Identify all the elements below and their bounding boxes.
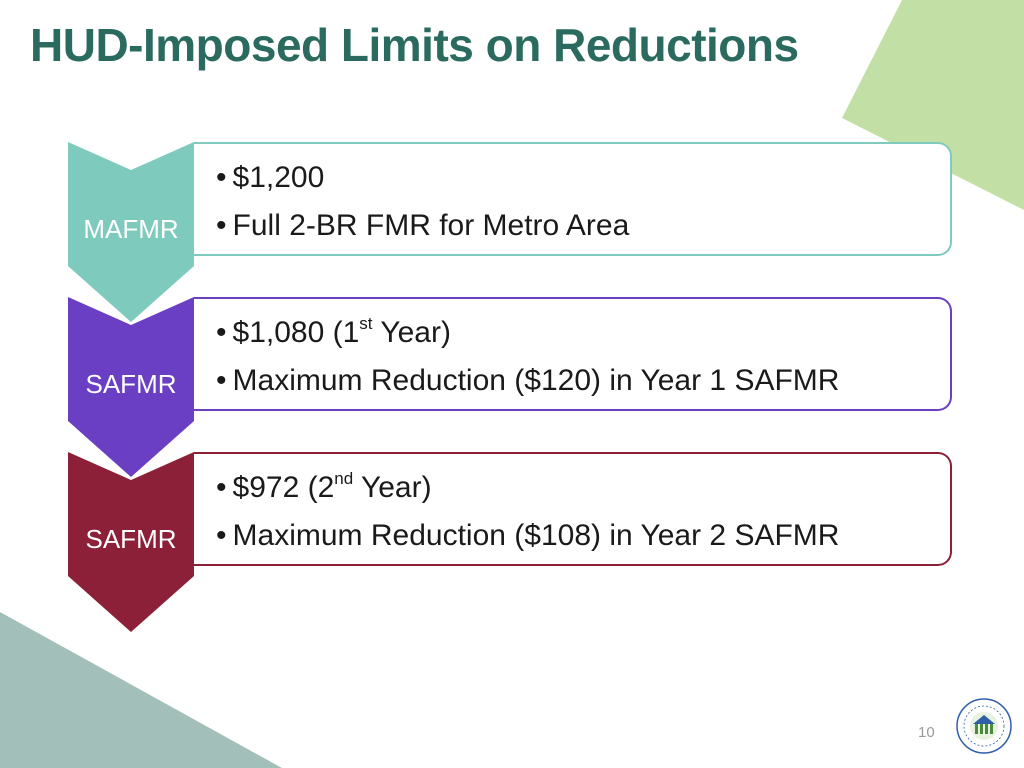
process-row-safmr-year1: SAFMR • $1,080 (1st Year) • Maximum Reduct… — [68, 297, 952, 479]
chevron-shape — [68, 297, 194, 477]
bullet-list: • $972 (2nd Year) • Maximum Reduction ($10… — [194, 454, 950, 560]
chevron-shape — [68, 452, 194, 632]
bullet-item: • $1,200 — [216, 161, 325, 194]
bullet-item: • Maximum Reduction ($108) in Year 2 SAFM… — [216, 519, 840, 552]
process-row-safmr-year2: SAFMR • $972 (2nd Year) • Maximum Reductio… — [68, 452, 952, 634]
step-content-box: • $1,080 (1st Year) • Maximum Reduction ($… — [194, 297, 952, 411]
step-content-box: • $1,200 • Full 2-BR FMR for Metro Area — [194, 142, 952, 256]
slide-title: HUD-Imposed Limits on Reductions — [30, 19, 799, 71]
step-label: SAFMR — [85, 369, 177, 399]
bullet-item: • Maximum Reduction ($120) in Year 1 SAFM… — [216, 364, 840, 397]
bullet-item: • $1,080 (1st Year) — [216, 314, 451, 349]
step-label: SAFMR — [85, 524, 177, 554]
process-row-mafmr: MAFMR • $1,200 • Full 2-BR FMR for Metro A… — [68, 142, 952, 324]
bullet-list: • $1,080 (1st Year) • Maximum Reduction ($… — [194, 299, 950, 405]
bullet-list: • $1,200 • Full 2-BR FMR for Metro Area — [194, 144, 950, 250]
step-content-box: • $972 (2nd Year) • Maximum Reduction ($10… — [194, 452, 952, 566]
bullet-item: • Full 2-BR FMR for Metro Area — [216, 209, 630, 242]
bottom-left-triangle — [0, 612, 282, 768]
hud-seal-icon — [956, 698, 1012, 754]
chevron-shape — [68, 142, 194, 322]
top-right-triangle — [842, 0, 1024, 210]
step-label: MAFMR — [83, 214, 179, 244]
bullet-item: • $972 (2nd Year) — [216, 469, 432, 504]
page-number: 10 — [918, 724, 935, 741]
